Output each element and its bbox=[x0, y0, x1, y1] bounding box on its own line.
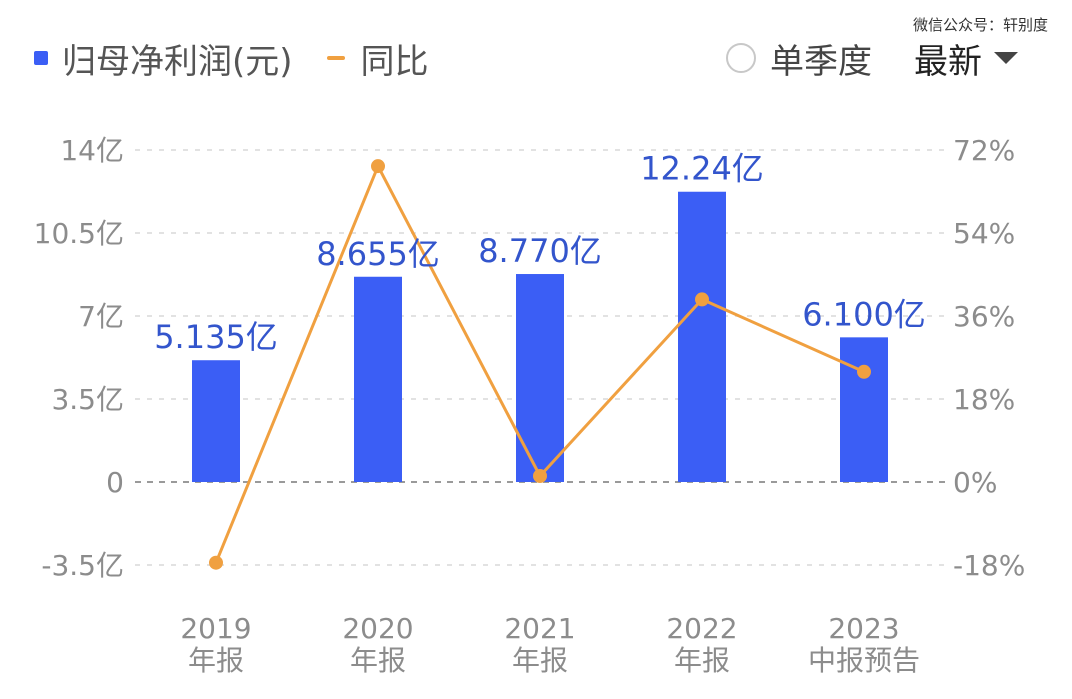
x-tick-label: 年报 bbox=[512, 644, 568, 677]
yoy-point[interactable] bbox=[857, 364, 871, 379]
x-tick-label: 年报 bbox=[188, 644, 244, 677]
x-tick-label: 2023 bbox=[828, 612, 899, 645]
left-tick-label: -3.5亿 bbox=[41, 549, 124, 582]
line-layer bbox=[209, 159, 871, 570]
bar[interactable] bbox=[840, 337, 888, 482]
right-tick-label: 18% bbox=[953, 383, 1015, 416]
bar-value-label: 8.770亿 bbox=[478, 232, 602, 270]
quarter-radio[interactable] bbox=[726, 43, 756, 73]
left-tick-label: 10.5亿 bbox=[34, 217, 124, 250]
caret-down-icon bbox=[994, 52, 1018, 64]
label-layer: 5.135亿 8.655亿 8.770亿 12.24亿 6.100亿 bbox=[154, 150, 926, 356]
yoy-point[interactable] bbox=[209, 555, 223, 570]
quarter-label[interactable]: 单季度 bbox=[770, 41, 872, 82]
chart-controls: 单季度 最新 bbox=[726, 30, 1018, 86]
x-tick-label: 中报预告 bbox=[808, 644, 920, 677]
yoy-point[interactable] bbox=[533, 469, 547, 484]
legend-line-swatch bbox=[326, 56, 345, 60]
x-tick-label: 2020 bbox=[342, 612, 413, 645]
right-tick-label: -18% bbox=[953, 549, 1025, 582]
left-tick-label: 7亿 bbox=[78, 300, 124, 333]
sort-dropdown[interactable]: 最新 bbox=[914, 34, 1018, 83]
x-tick-label: 年报 bbox=[350, 644, 406, 677]
right-tick-label: 36% bbox=[953, 300, 1015, 333]
grid-layer bbox=[135, 149, 945, 566]
x-tick-label: 年报 bbox=[674, 644, 730, 677]
right-tick-label: 54% bbox=[953, 217, 1015, 250]
x-tick-label: 2019 bbox=[180, 612, 251, 645]
right-tick-label: 0% bbox=[953, 466, 997, 499]
x-tick-label: 2022 bbox=[666, 612, 737, 645]
yoy-point[interactable] bbox=[695, 292, 709, 307]
bar-value-label: 5.135亿 bbox=[154, 318, 278, 356]
left-tick-label: 0 bbox=[106, 466, 124, 499]
left-tick-label: 3.5亿 bbox=[51, 383, 124, 416]
x-tick-label: 2021 bbox=[504, 612, 575, 645]
bar[interactable] bbox=[354, 276, 402, 482]
bar[interactable] bbox=[516, 274, 564, 482]
left-tick-label: 14亿 bbox=[60, 134, 124, 167]
legend-bar-swatch bbox=[34, 51, 48, 65]
bar[interactable] bbox=[678, 191, 726, 483]
yoy-point[interactable] bbox=[371, 159, 385, 174]
right-tick-label: 72% bbox=[953, 134, 1015, 167]
legend-bar-label[interactable]: 归母净利润(元) bbox=[62, 41, 293, 82]
bar-value-label: 12.24亿 bbox=[640, 150, 764, 188]
bar[interactable] bbox=[192, 360, 240, 482]
watermark: 微信公众号：轩别度 bbox=[912, 16, 1048, 34]
bar-value-label: 8.655亿 bbox=[316, 235, 440, 273]
chart-legend: 归母净利润(元) 同比 bbox=[34, 30, 429, 86]
axis-layer: 14亿 10.5亿 7亿 3.5亿 0 -3.5亿 72% 54% 36% 18% 0% -18% 20… bbox=[34, 134, 1026, 677]
sort-label: 最新 bbox=[914, 41, 982, 82]
legend-line-label[interactable]: 同比 bbox=[360, 41, 429, 82]
bar-value-label: 6.100亿 bbox=[802, 295, 926, 333]
